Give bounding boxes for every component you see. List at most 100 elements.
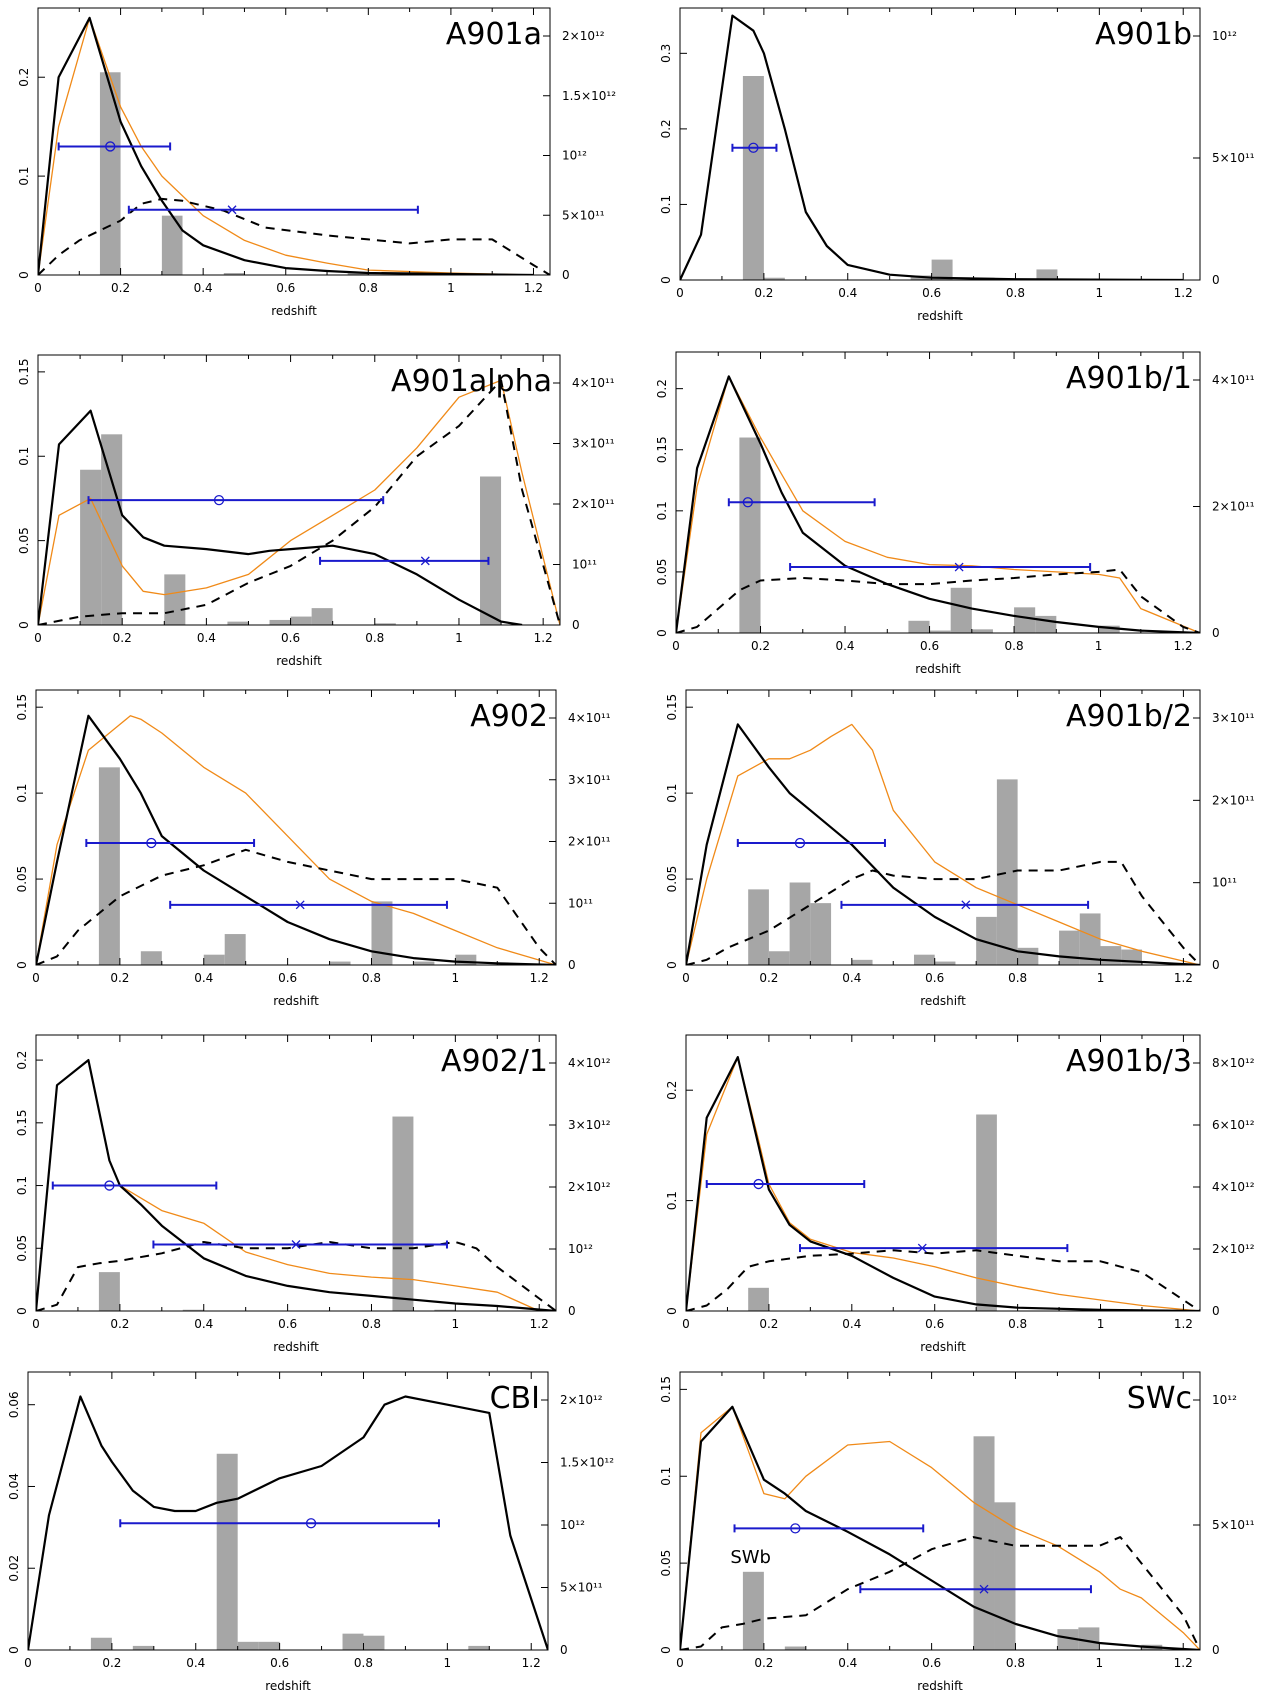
histogram-bar	[329, 961, 351, 965]
histogram-bar	[913, 954, 935, 965]
y-tick-label: 0	[15, 961, 29, 969]
y-tick-label: 0.1	[15, 1176, 29, 1195]
orange-curve	[38, 379, 560, 625]
right-tick-label: 0	[572, 618, 580, 632]
panel-frame	[675, 351, 1201, 634]
histogram-bar	[742, 1571, 764, 1650]
panel-1: 0 0.2 0.4 0.6 0.8 1 1.2 0 0.1 0.2 2×10¹² 1.5×10¹² 10…	[17, 7, 616, 318]
x-tick-label: 0.8	[365, 631, 384, 645]
histogram-bar	[976, 1114, 997, 1311]
x-tick-label: 0.6	[925, 1317, 944, 1331]
y-tick-label: 0.2	[15, 1051, 29, 1070]
x-tick-label: 0.2	[113, 631, 132, 645]
right-tick-label: 5×10¹¹	[560, 1581, 603, 1595]
errorbar-cross	[169, 900, 448, 910]
y-tick-label: 0.05	[655, 559, 669, 586]
plot-area	[38, 379, 560, 625]
y-tick-label: 0.3	[659, 44, 673, 63]
x-tick-label: 1	[455, 631, 463, 645]
panel-title: SWc	[1127, 1381, 1192, 1416]
x-tick-label: 0	[676, 286, 684, 300]
histogram-bar	[374, 623, 396, 625]
panel-6: 0 0.2 0.4 0.6 0.8 1 1.2 0 0.05 0.1 0.15 3×10¹¹ 2×10¹…	[665, 689, 1255, 1008]
right-tick-label: 10¹²	[568, 1242, 593, 1256]
y-tick-label: 0	[659, 1646, 673, 1654]
histogram-bar	[311, 608, 333, 625]
solid-curve	[38, 16, 534, 275]
right-tick-label: 10¹¹	[572, 558, 597, 572]
histogram-bar	[164, 574, 186, 625]
right-tick-label: 10¹¹	[1212, 876, 1237, 890]
histogram-bar	[290, 616, 312, 625]
x-axis-label: redshift	[920, 1340, 966, 1354]
orange-curve	[686, 723, 1200, 965]
y-tick-label: 0.05	[659, 1550, 673, 1577]
right-tick-label: 0	[1212, 1304, 1220, 1318]
errorbar-circle	[57, 141, 172, 152]
solid-curve	[28, 1395, 548, 1650]
right-tick-label: 5×10¹¹	[1212, 151, 1255, 165]
x-tick-label: 0	[32, 1317, 40, 1331]
y-tick-label: 0.2	[17, 68, 31, 87]
histogram-bar	[739, 437, 761, 633]
solid-curve	[36, 1059, 556, 1311]
x-tick-label: 0.6	[281, 631, 300, 645]
x-tick-label: 0.6	[278, 971, 297, 985]
histogram-bar	[223, 273, 245, 275]
right-tick-label: 5×10¹¹	[1212, 1518, 1255, 1532]
right-tick-label: 3×10¹¹	[568, 773, 611, 787]
x-tick-label: 0	[34, 281, 42, 295]
y-tick-label: 0	[665, 1307, 679, 1315]
x-tick-label: 1	[447, 281, 455, 295]
panel-frame	[27, 1371, 549, 1651]
right-tick-label: 4×10¹²	[1212, 1180, 1255, 1194]
panel-title: A901a	[446, 17, 542, 52]
y-tick-label: 0.02	[7, 1555, 21, 1582]
panel-9: 0 0.2 0.4 0.6 0.8 1 1.2 0 0.02 0.04 0.06 2×10¹² 1.5×…	[7, 1371, 614, 1693]
y-tick-label: 0.1	[655, 501, 669, 520]
y-tick-label: 0.2	[659, 119, 673, 138]
x-tick-label: 1	[452, 971, 460, 985]
x-axis-label: redshift	[917, 1679, 963, 1693]
histogram-bar	[90, 1637, 112, 1650]
y-tick-label: 0.05	[17, 527, 31, 554]
x-tick-label: 0.8	[362, 971, 381, 985]
histogram-bar	[434, 1309, 456, 1311]
histogram-bar	[789, 882, 811, 965]
histogram-bar	[1098, 625, 1120, 633]
histogram-bar	[908, 620, 930, 633]
x-tick-label: 0.2	[754, 286, 773, 300]
errorbar-circle	[87, 494, 385, 506]
errorbar-circle	[736, 837, 886, 849]
right-tick-label: 10¹²	[560, 1518, 585, 1532]
histogram-bar	[976, 916, 997, 965]
histogram-bar	[994, 1502, 1016, 1650]
histogram-bar	[161, 215, 183, 275]
y-tick-label: 0.05	[15, 1235, 29, 1262]
x-tick-label: 1.2	[1174, 1317, 1193, 1331]
x-axis-label: redshift	[273, 1340, 319, 1354]
panel-frame	[679, 1371, 1201, 1651]
plot-area	[676, 375, 1200, 633]
y-tick-label: 0.1	[659, 1467, 673, 1486]
errorbar-circle	[727, 497, 876, 508]
x-tick-label: 1.2	[530, 971, 549, 985]
solid-curve	[36, 714, 556, 965]
right-tick-label: 4×10¹²	[568, 1056, 611, 1070]
histogram-bar	[971, 629, 993, 633]
plot-area	[28, 1395, 548, 1650]
x-axis-label: redshift	[917, 309, 963, 323]
histogram-bar	[1100, 946, 1122, 965]
histogram-bar	[363, 1635, 385, 1650]
right-tick-label: 0	[562, 268, 570, 282]
y-tick-label: 0	[15, 1307, 29, 1315]
panel-annotation: SWb	[730, 1547, 771, 1568]
right-tick-label: 10¹²	[1212, 29, 1237, 43]
histogram-bar	[934, 961, 956, 965]
x-tick-label: 0.6	[270, 1656, 289, 1670]
x-tick-label: 1.2	[1174, 639, 1193, 653]
histogram-bar	[413, 961, 435, 965]
histogram-bar	[748, 889, 769, 965]
x-tick-label: 0	[676, 1656, 684, 1670]
histogram-bar	[224, 934, 246, 965]
